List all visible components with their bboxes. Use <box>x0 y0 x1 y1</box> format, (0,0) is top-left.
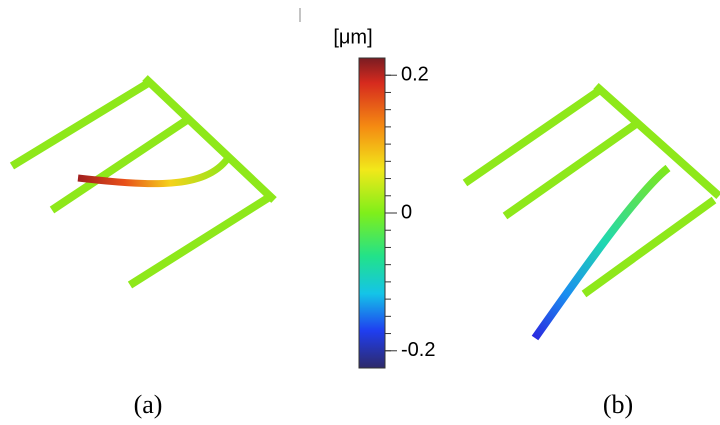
panel-label: (a) <box>134 390 163 419</box>
colorbar-unit: [μm] <box>333 26 372 48</box>
colorbar-ticks: 0.2 0 -0.2 <box>385 64 435 361</box>
comb-b <box>462 83 720 298</box>
tick-label: 0 <box>401 201 412 223</box>
comb-a <box>9 75 277 289</box>
colorbar <box>358 57 386 369</box>
tick-label: 0.2 <box>401 64 429 86</box>
bent-beam-b <box>531 164 671 341</box>
tick-label: -0.2 <box>401 339 435 361</box>
panel-label: (b) <box>603 390 633 419</box>
bent-beam-a <box>77 155 231 188</box>
